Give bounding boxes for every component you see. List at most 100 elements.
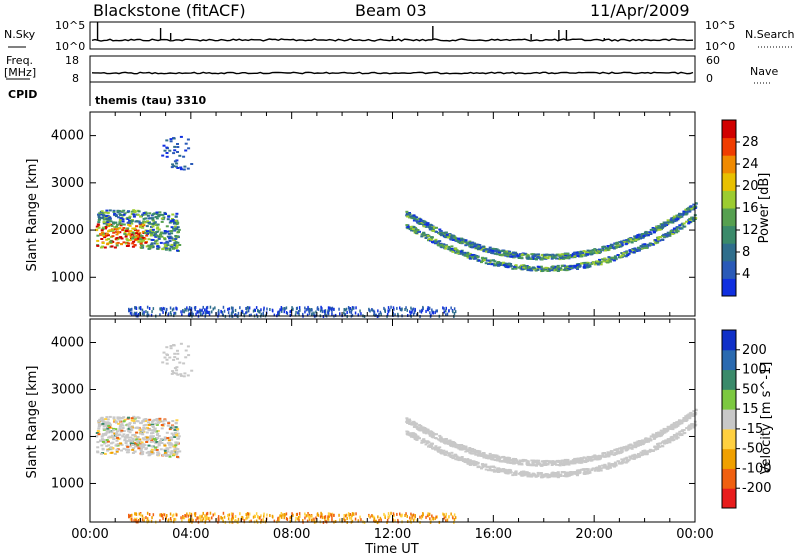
data-pixel [518, 463, 521, 465]
data-pixel [248, 306, 250, 309]
data-pixel [166, 308, 168, 311]
data-pixel [446, 513, 448, 516]
data-pixel [127, 449, 130, 451]
data-pixel [173, 146, 176, 148]
data-pixel [601, 452, 604, 454]
colorbar-tick-label: 24 [742, 157, 759, 172]
data-pixel [176, 143, 179, 145]
data-pixel [494, 253, 497, 255]
data-pixel [161, 155, 164, 157]
data-pixel [142, 224, 145, 226]
data-pixel [499, 460, 502, 462]
data-pixel [673, 422, 676, 424]
data-pixel [531, 256, 534, 258]
data-pixel [112, 230, 115, 232]
data-pixel [556, 472, 559, 474]
data-pixel [125, 236, 128, 238]
data-pixel [308, 310, 310, 313]
data-pixel [430, 227, 433, 229]
data-pixel [152, 229, 155, 231]
data-pixel [167, 218, 170, 220]
data-pixel [119, 219, 122, 221]
data-pixel [187, 354, 190, 356]
data-pixel [442, 452, 445, 454]
data-pixel [131, 417, 134, 419]
data-pixel [109, 209, 112, 211]
data-pixel [147, 451, 150, 453]
data-pixel [404, 308, 406, 311]
data-pixel [444, 311, 446, 314]
data-pixel [688, 218, 691, 220]
data-pixel [622, 459, 625, 461]
data-pixel [450, 513, 452, 516]
data-pixel [609, 246, 612, 248]
data-pixel [445, 438, 448, 440]
data-pixel [169, 456, 172, 458]
data-pixel [346, 517, 348, 520]
data-pixel [173, 344, 176, 346]
data-pixel [165, 139, 168, 141]
data-pixel [448, 310, 450, 313]
data-pixel [423, 221, 426, 223]
data-pixel [239, 306, 241, 309]
data-pixel [311, 518, 313, 521]
data-pixel [608, 462, 611, 464]
data-pixel [249, 513, 251, 516]
data-pixel [596, 260, 599, 262]
data-pixel [116, 451, 119, 453]
data-pixel [460, 457, 463, 459]
data-pixel [622, 252, 625, 254]
data-pixel [150, 235, 153, 237]
data-pixel [658, 229, 661, 231]
data-pixel [147, 512, 149, 515]
data-pixel [343, 311, 345, 314]
data-pixel [248, 515, 250, 518]
data-pixel [227, 308, 229, 311]
data-pixel [304, 513, 306, 516]
data-pixel [175, 434, 178, 436]
data-pixel [612, 247, 615, 249]
data-pixel [412, 228, 415, 230]
data-pixel [583, 262, 586, 264]
data-pixel [538, 266, 541, 268]
data-pixel [460, 444, 463, 446]
data-pixel [120, 430, 123, 432]
data-pixel [173, 247, 176, 249]
data-pixel [175, 228, 178, 230]
data-pixel [152, 429, 155, 431]
data-pixel [164, 445, 167, 447]
data-pixel [580, 461, 583, 463]
data-pixel [123, 439, 126, 441]
data-pixel [98, 218, 101, 220]
data-pixel [678, 213, 681, 215]
data-pixel [481, 463, 484, 465]
data-pixel [548, 475, 551, 477]
data-pixel [221, 517, 223, 520]
data-pixel [451, 251, 454, 253]
data-pixel [153, 232, 156, 234]
data-pixel [682, 432, 685, 434]
data-pixel [146, 432, 149, 434]
data-pixel [151, 310, 153, 313]
colorbar-swatch [722, 120, 736, 138]
data-pixel [614, 255, 617, 257]
data-pixel [135, 432, 138, 434]
data-pixel [626, 254, 629, 256]
data-pixel [227, 514, 229, 517]
data-pixel [445, 452, 448, 454]
data-pixel [346, 514, 348, 517]
data-pixel [444, 454, 447, 456]
data-pixel [116, 244, 119, 246]
data-pixel [137, 420, 140, 422]
data-pixel [511, 268, 514, 270]
data-pixel [346, 311, 348, 314]
data-pixel [164, 436, 167, 438]
data-pixel [348, 306, 350, 309]
data-pixel [97, 430, 100, 432]
data-pixel [545, 473, 548, 475]
data-pixel [146, 437, 149, 439]
data-pixel [97, 221, 100, 223]
data-pixel [137, 241, 140, 243]
data-pixel [664, 224, 667, 226]
data-pixel [196, 310, 198, 313]
